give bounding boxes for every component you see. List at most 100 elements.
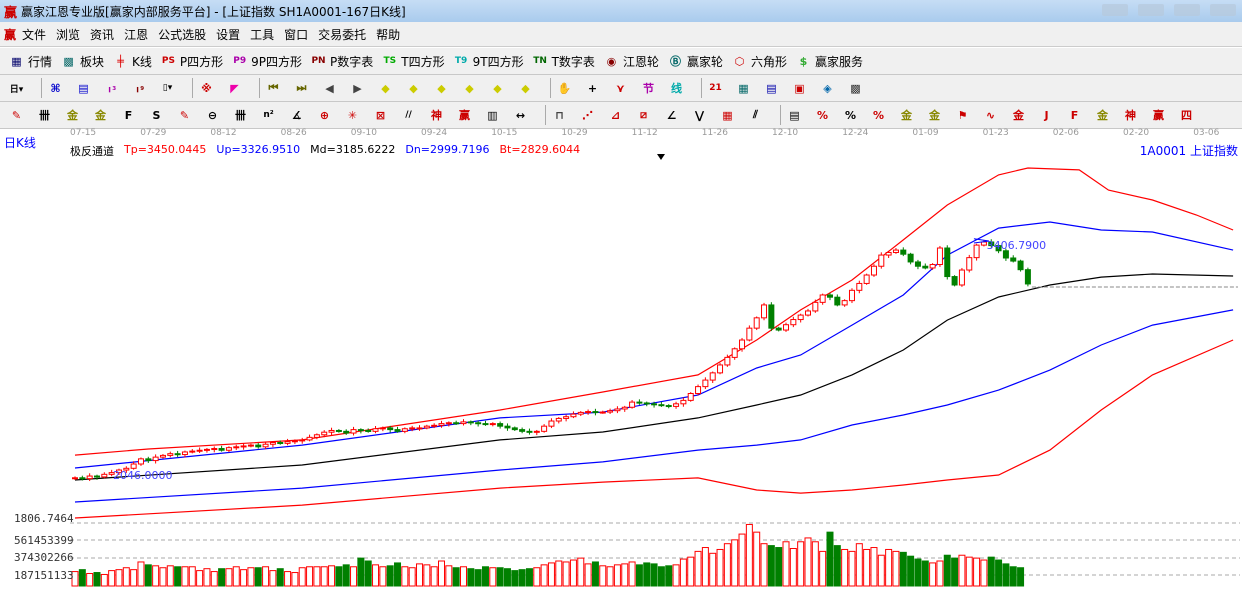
calendar-button[interactable]: 21	[707, 80, 727, 97]
toolbar-button[interactable]: $ 赢家服务	[795, 53, 863, 70]
diamond-x-button[interactable]: ◆	[461, 80, 481, 97]
lines-button[interactable]: 卌	[232, 107, 252, 124]
spiral-button[interactable]: S	[148, 107, 168, 124]
target-button[interactable]: ⊕	[316, 107, 336, 124]
left-button[interactable]: ◀	[321, 80, 341, 97]
menu-item[interactable]: 工具	[250, 27, 275, 42]
f-fan-button[interactable]: F	[1066, 107, 1086, 124]
star-button[interactable]: ✳	[344, 107, 364, 124]
angle-button[interactable]: ∡	[288, 107, 308, 124]
wave-button[interactable]: ⋁	[691, 107, 711, 124]
toolbar-button[interactable]: ╪ K线	[112, 53, 152, 70]
gold-red-button[interactable]: 金	[1010, 107, 1030, 124]
toolbar-button[interactable]: T9 9T四方形	[453, 53, 524, 70]
width-button[interactable]: ↔	[512, 107, 532, 124]
n2-button[interactable]: n²	[260, 107, 280, 124]
toolbar-button[interactable]: PS P四方形	[160, 53, 223, 70]
god-button[interactable]: 神	[428, 107, 448, 124]
gold-grid2-button[interactable]: 金	[92, 107, 112, 124]
toolbar-button[interactable]: ▦ 行情	[8, 53, 52, 70]
percent-button[interactable]: %	[842, 107, 862, 124]
diamond-left-button[interactable]: ◆	[377, 80, 397, 97]
menu-logo-icon[interactable]: 赢	[4, 27, 17, 42]
menu-item[interactable]: 浏览	[56, 27, 81, 42]
fan-box2-button[interactable]: ⧄	[635, 107, 655, 124]
menu-item[interactable]: 窗口	[284, 27, 309, 42]
god-fan-button[interactable]: 神	[1122, 107, 1142, 124]
pen2-button[interactable]: ✎	[176, 107, 196, 124]
crosshair-button[interactable]: +	[584, 80, 604, 97]
toolbar-button[interactable]: P9 9P四方形	[231, 53, 302, 70]
pen-button[interactable]: ✎	[8, 107, 28, 124]
notes-button[interactable]: ▤	[75, 80, 95, 97]
diamond-h-button[interactable]: ◆	[433, 80, 453, 97]
printer-button[interactable]: ▩	[847, 80, 867, 97]
percent-lines-button[interactable]: %	[870, 107, 890, 124]
line-button[interactable]: 线	[668, 80, 688, 97]
slash-button[interactable]: //	[400, 107, 420, 124]
maximize-button[interactable]	[1138, 4, 1164, 16]
period-day-dropdown-button[interactable]: 日▾	[8, 80, 28, 97]
four-fan-button[interactable]: 四	[1178, 107, 1198, 124]
sine-button[interactable]: ∿	[982, 107, 1002, 124]
toolbar-button[interactable]: ◉ 江恩轮	[603, 53, 659, 70]
network-button[interactable]: ◈	[819, 80, 839, 97]
chart-canvas[interactable]: 3406.7900 2046.0000	[0, 128, 1242, 589]
first-button[interactable]: ⏮	[265, 80, 285, 97]
toolbar-button[interactable]: PN P数字表	[310, 53, 373, 70]
gold-grid-button[interactable]: 金	[64, 107, 84, 124]
candle-dropdown-button[interactable]: ▯▾	[159, 80, 179, 97]
ruler-button[interactable]: ▥	[484, 107, 504, 124]
fan-lines-button[interactable]: ∠	[663, 107, 683, 124]
menu-item[interactable]: 公式选股	[158, 27, 207, 42]
box-tool-button[interactable]: ⊓	[551, 107, 571, 124]
percent-line-button[interactable]: %	[814, 107, 834, 124]
close-button[interactable]	[1210, 4, 1236, 16]
pattern-button[interactable]: ※	[198, 80, 218, 97]
menu-item[interactable]: 资讯	[90, 27, 115, 42]
save-button[interactable]: ▣	[791, 80, 811, 97]
toolbar-button[interactable]: Ⓑ 赢家轮	[667, 53, 723, 70]
kline-chart[interactable]: 日K线 07-15 07-29 08-12 08-26 09-10 09-24 10-15 1…	[0, 128, 1242, 589]
restore-button[interactable]	[1174, 4, 1200, 16]
minimize-button[interactable]	[1102, 4, 1128, 16]
hand-button[interactable]: ✋	[556, 80, 576, 97]
gann-table-button[interactable]: ▤	[786, 107, 806, 124]
toolbar-button[interactable]: ▩ 板块	[60, 53, 104, 70]
toolbar-button[interactable]: TN T数字表	[532, 53, 595, 70]
gold-fan-button[interactable]: 金	[1094, 107, 1114, 124]
menu-item[interactable]: 帮助	[376, 27, 401, 42]
fan-box-button[interactable]: ⊿	[607, 107, 627, 124]
win-button[interactable]: 赢	[456, 107, 476, 124]
menu-item[interactable]: 交易委托	[318, 27, 367, 42]
section-button[interactable]: 节	[640, 80, 660, 97]
last-button[interactable]: ⏭	[293, 80, 313, 97]
win-fan-button[interactable]: 赢	[1150, 107, 1170, 124]
box-x-button[interactable]: ⊠	[372, 107, 392, 124]
grid-box-button[interactable]: ▦	[719, 107, 739, 124]
flag-button[interactable]: ◤	[226, 80, 246, 97]
bars-3-button[interactable]: ╻₃	[103, 80, 123, 97]
menu-item[interactable]: 文件	[22, 27, 47, 42]
report-button[interactable]: ▤	[763, 80, 783, 97]
calculator-button[interactable]: ▦	[735, 80, 755, 97]
period-label[interactable]: 日K线	[4, 136, 36, 150]
toolbar-button[interactable]: TS T四方形	[381, 53, 444, 70]
fan-button[interactable]: ⋰	[579, 107, 599, 124]
chart-type-button[interactable]: ⌘	[47, 80, 67, 97]
right-button[interactable]: ▶	[349, 80, 369, 97]
menu-item[interactable]: 设置	[216, 27, 241, 42]
j-fan-button[interactable]: J	[1038, 107, 1058, 124]
parallel-button[interactable]: ⫽	[747, 107, 767, 124]
bars-9-button[interactable]: ╻₉	[131, 80, 151, 97]
gold-coin-button[interactable]: 金	[898, 107, 918, 124]
diamond-right-button[interactable]: ◆	[405, 80, 425, 97]
toolbar-button[interactable]: ⬡ 六角形	[731, 53, 787, 70]
diamond-all-button[interactable]: ◆	[517, 80, 537, 97]
f-grid-button[interactable]: F	[120, 107, 140, 124]
circle-button[interactable]: ⊖	[204, 107, 224, 124]
rocket-button[interactable]: ⚑	[954, 107, 974, 124]
dropdown-arrow-icon[interactable]	[657, 154, 665, 160]
gold-lines-button[interactable]: 金	[926, 107, 946, 124]
diamond-v-button[interactable]: ◆	[489, 80, 509, 97]
